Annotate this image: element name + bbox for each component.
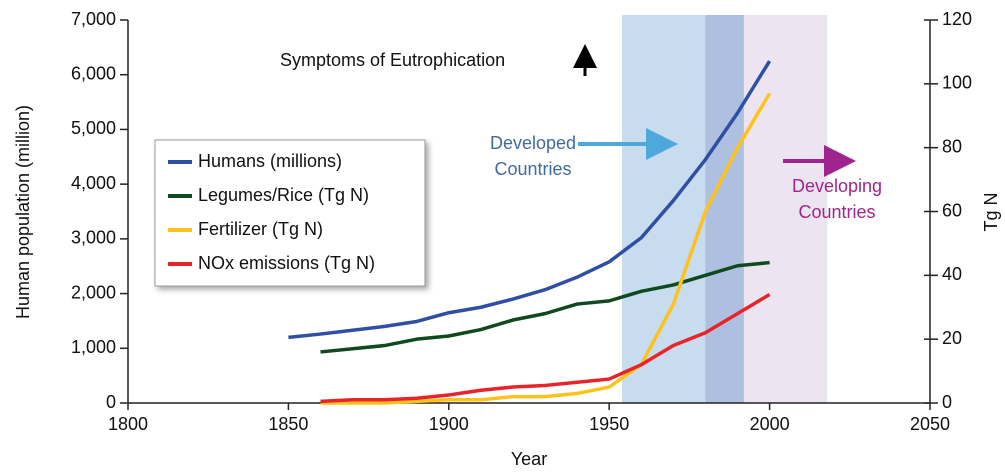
y2-axis-title: Tg N: [981, 192, 1001, 231]
x-axis-title: Year: [511, 449, 547, 469]
annotation: Developed: [490, 133, 576, 153]
x-tick-label: 1900: [429, 414, 469, 434]
annotation: Symptoms of Eutrophication: [280, 50, 505, 70]
y2-tick-label: 20: [942, 328, 962, 348]
annotation: Countries: [494, 159, 571, 179]
legend: Humans (millions) Legumes/Rice (Tg N) Fert…: [154, 139, 426, 287]
x-tick-label: 2050: [910, 414, 950, 434]
y-axis-title: Human population (million): [13, 105, 33, 319]
annotation: Countries: [798, 202, 875, 222]
y-tick-label: 0: [106, 392, 116, 412]
series-line: [288, 60, 772, 340]
x-tick-label: 1850: [268, 414, 308, 434]
legend-label: Fertilizer (Tg N): [198, 219, 323, 239]
legend-label: NOx emissions (Tg N): [198, 253, 375, 273]
y-tick-label: 6,000: [71, 63, 116, 83]
y2-tick-label: 0: [942, 392, 952, 412]
y2-tick-label: 40: [942, 264, 962, 284]
y-tick-label: 3,000: [71, 228, 116, 248]
series-line: [320, 292, 771, 404]
y-tick-label: 1,000: [71, 337, 116, 357]
y2-tick-label: 80: [942, 136, 962, 156]
x-tick-label: 1800: [108, 414, 148, 434]
y-tick-label: 2,000: [71, 282, 116, 302]
y2-tick-label: 120: [942, 9, 972, 29]
y-tick-label: 7,000: [71, 9, 116, 29]
legend-box: [154, 139, 426, 287]
legend-label: Legumes/Rice (Tg N): [198, 185, 369, 205]
x-tick-label: 2000: [750, 414, 790, 434]
shaded-region: [705, 15, 744, 403]
x-tick-label: 1950: [589, 414, 629, 434]
series-line: [320, 92, 772, 405]
series-line: [320, 260, 770, 354]
y-tick-label: 5,000: [71, 118, 116, 138]
legend-label: Humans (millions): [198, 151, 342, 171]
y-tick-label: 4,000: [71, 173, 116, 193]
annotation: Developing: [792, 176, 882, 196]
y2-tick-label: 60: [942, 200, 962, 220]
y2-tick-label: 100: [942, 73, 972, 93]
